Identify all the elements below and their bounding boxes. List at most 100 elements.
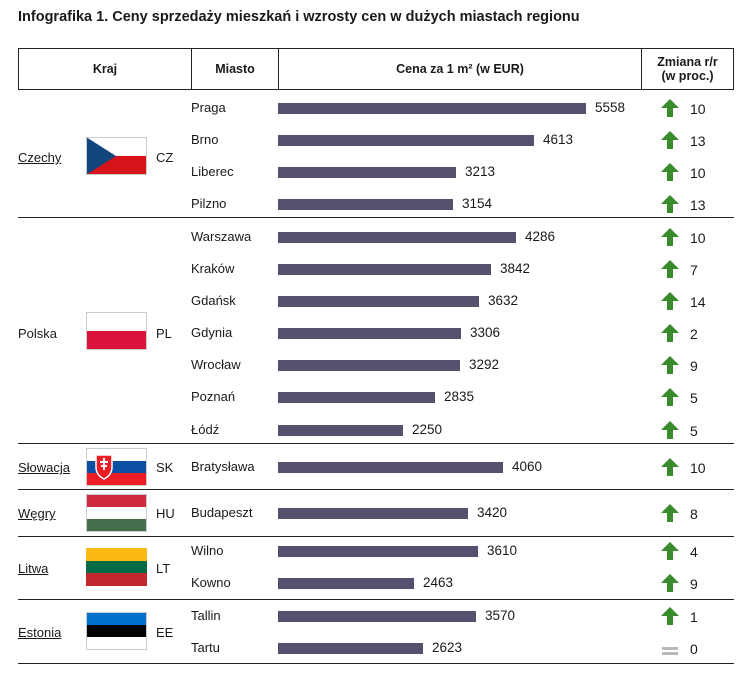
price-bar [278, 546, 478, 557]
country-code-pl: PL [156, 326, 172, 341]
header-city: Miasto [191, 48, 279, 90]
header-change-line2: (w proc.) [661, 69, 714, 83]
group-divider [18, 599, 734, 600]
price-bar [278, 462, 503, 473]
price-value-label: 2463 [423, 575, 454, 590]
header-price: Cena za 1 m² (w EUR) [278, 48, 642, 90]
price-value-label: 4286 [525, 229, 556, 244]
sk-flag-icon [86, 448, 147, 486]
change-value-label: 9 [690, 576, 698, 592]
change-value-label: 2 [690, 326, 698, 342]
city-label: Tallin [191, 608, 221, 623]
arrow-up-icon [661, 607, 679, 625]
arrow-up-icon [661, 388, 679, 406]
price-bar [278, 167, 456, 178]
city-label: Łódź [191, 422, 220, 437]
header-country: Kraj [18, 48, 192, 90]
city-label: Gdynia [191, 325, 233, 340]
price-bar [278, 264, 491, 275]
arrow-up-icon [661, 292, 679, 310]
arrow-up-icon [661, 574, 679, 592]
ee-flag-icon [86, 612, 147, 650]
pl-flag-icon [86, 312, 147, 350]
country-name-hu: Węgry [18, 506, 56, 521]
change-value-label: 1 [690, 609, 698, 625]
table-bottom-border [18, 663, 734, 664]
city-label: Poznań [191, 389, 236, 404]
city-label: Wilno [191, 543, 224, 558]
price-value-label: 2835 [444, 389, 475, 404]
group-divider [18, 217, 734, 218]
city-label: Kraków [191, 261, 235, 276]
city-label: Warszawa [191, 229, 252, 244]
price-value-label: 3213 [465, 164, 496, 179]
header-change: Zmiana r/r (w proc.) [641, 48, 734, 90]
country-code-cz: CZ [156, 150, 174, 165]
arrow-up-icon [661, 542, 679, 560]
country-code-hu: HU [156, 506, 175, 521]
page-title: Infografika 1. Ceny sprzedaży mieszkań i… [18, 9, 580, 25]
city-label: Kowno [191, 575, 231, 590]
group-divider [18, 443, 734, 444]
price-value-label: 4613 [543, 132, 574, 147]
change-value-label: 4 [690, 544, 698, 560]
price-value-label: 3570 [485, 608, 516, 623]
arrow-up-icon [661, 421, 679, 439]
price-bar [278, 425, 403, 436]
price-value-label: 2250 [412, 422, 443, 437]
country-code-ee: EE [156, 625, 174, 640]
country-name-ee: Estonia [18, 625, 62, 640]
city-label: Liberec [191, 164, 234, 179]
change-value-label: 5 [690, 423, 698, 439]
country-name-sk: Słowacja [18, 460, 71, 475]
country-name-pl: Polska [18, 326, 58, 341]
change-value-label: 14 [690, 294, 706, 310]
price-bar [278, 508, 468, 519]
arrow-up-icon [661, 228, 679, 246]
price-bar [278, 232, 516, 243]
price-value-label: 3292 [469, 357, 500, 372]
arrow-up-icon [661, 99, 679, 117]
price-value-label: 3632 [488, 293, 519, 308]
change-value-label: 10 [690, 460, 706, 476]
price-bar [278, 103, 586, 114]
country-code-lt: LT [156, 561, 171, 576]
price-bar [278, 328, 461, 339]
lt-flag-icon [86, 548, 147, 586]
arrow-up-icon [661, 195, 679, 213]
city-label: Wrocław [191, 357, 241, 372]
change-value-label: 13 [690, 197, 706, 213]
price-value-label: 3610 [487, 543, 518, 558]
price-bar [278, 643, 423, 654]
price-bar [278, 296, 479, 307]
change-value-label: 10 [690, 230, 706, 246]
country-name-cz: Czechy [18, 150, 62, 165]
arrow-up-icon [661, 163, 679, 181]
change-value-label: 9 [690, 358, 698, 374]
city-label: Praga [191, 100, 226, 115]
city-label: Gdańsk [191, 293, 236, 308]
change-value-label: 10 [690, 165, 706, 181]
price-value-label: 3306 [470, 325, 501, 340]
header-change-line1: Zmiana r/r [657, 55, 718, 69]
arrow-up-icon [661, 260, 679, 278]
price-value-label: 3154 [462, 196, 493, 211]
price-bar [278, 392, 435, 403]
change-value-label: 8 [690, 506, 698, 522]
change-value-label: 5 [690, 390, 698, 406]
price-bar [278, 611, 476, 622]
price-bar [278, 199, 453, 210]
city-label: Pilzno [191, 196, 227, 211]
group-divider [18, 536, 734, 537]
arrow-up-icon [661, 458, 679, 476]
price-value-label: 5558 [595, 100, 626, 115]
city-label: Brno [191, 132, 219, 147]
arrow-up-icon [661, 504, 679, 522]
cz-flag-icon [86, 137, 147, 175]
city-label: Bratysława [191, 459, 255, 474]
price-bar [278, 578, 414, 589]
city-label: Budapeszt [191, 505, 253, 520]
price-bar [278, 135, 534, 146]
equal-icon [662, 647, 678, 655]
change-value-label: 0 [690, 641, 698, 657]
